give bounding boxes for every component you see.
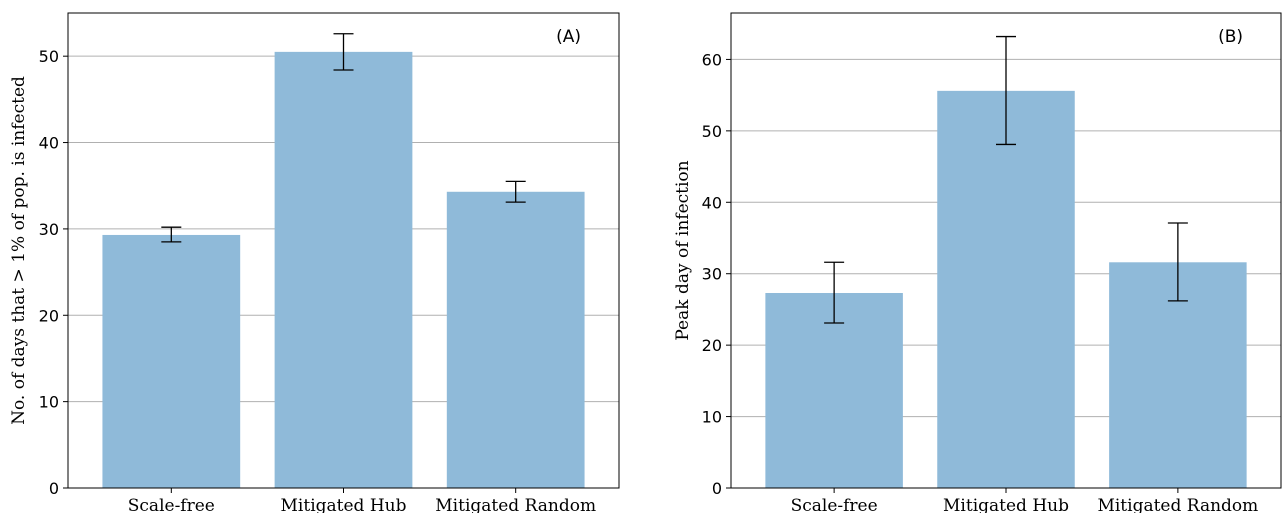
y-tick-label: 0 (49, 479, 59, 498)
y-tick-label: 10 (702, 408, 722, 427)
bar (937, 90, 1075, 488)
y-tick-label: 50 (39, 47, 59, 66)
x-tick-label: Mitigated Hub (281, 496, 407, 513)
x-tick-label: Scale-free (128, 496, 215, 513)
panel-label: (B) (1218, 27, 1243, 47)
y-tick-label: 20 (702, 336, 722, 355)
y-tick-label: 60 (702, 50, 722, 69)
y-axis-title: Peak day of infection (673, 160, 693, 340)
panel-label: (A) (556, 27, 581, 47)
y-tick-label: 30 (702, 265, 722, 284)
x-tick-label: Mitigated Random (435, 496, 596, 513)
y-tick-label: 30 (39, 220, 59, 239)
plot-frame (67, 12, 620, 489)
bar (274, 51, 413, 488)
y-tick-label: 20 (39, 306, 59, 325)
y-tick-label: 0 (712, 479, 722, 498)
x-tick-label: Scale-free (791, 496, 878, 513)
y-axis-title: No. of days that > 1% of pop. is infecte… (9, 76, 29, 425)
bar (446, 191, 585, 489)
x-tick-label: Mitigated Hub (943, 496, 1069, 513)
y-tick-label: 50 (702, 122, 722, 141)
y-tick-label: 10 (39, 393, 59, 412)
y-tick-label: 40 (702, 193, 722, 212)
plot-frame (730, 12, 1282, 489)
bar (102, 234, 241, 488)
y-tick-label: 40 (39, 134, 59, 153)
x-tick-label: Mitigated Random (1097, 496, 1258, 513)
bar (765, 293, 903, 488)
panel-b: Scale-free Mitigated Hub Mitigated Random 0… (673, 12, 1282, 513)
panel-a: Scale-free Mitigated Hub Mitigated Random 0… (9, 12, 620, 513)
